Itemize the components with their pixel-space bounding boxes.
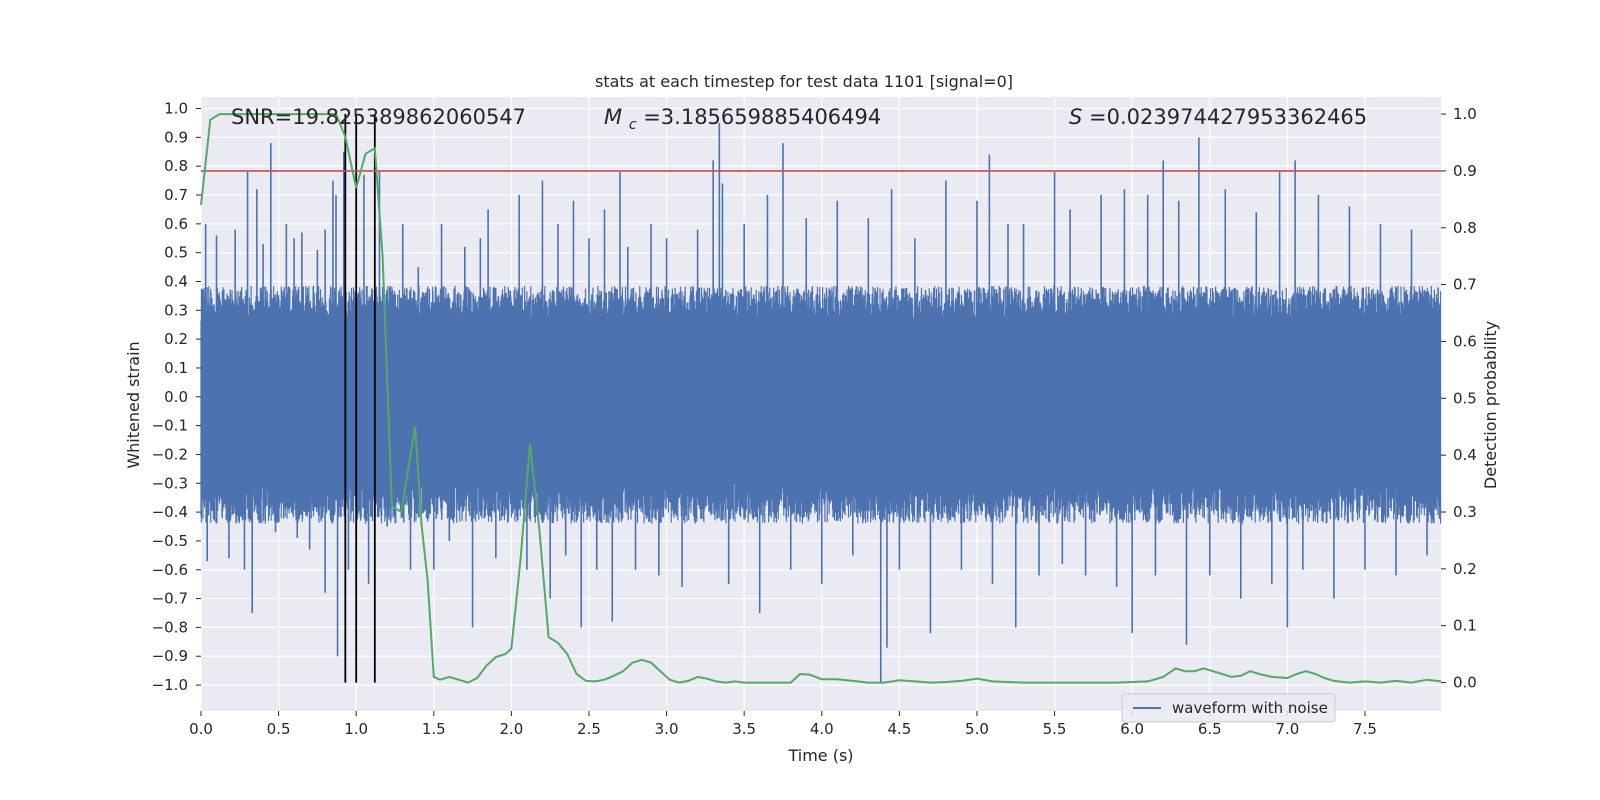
mc-value: =3.185659885406494 <box>643 105 881 129</box>
y-left-tick-label: 0.2 <box>164 330 188 348</box>
y-left-tick-label: −0.8 <box>152 618 188 636</box>
y-right-tick-label: 0.6 <box>1453 332 1477 350</box>
x-tick-label: 7.5 <box>1353 720 1377 738</box>
y-left-tick-label: 0.9 <box>164 128 188 146</box>
y-left-tick-label: 0.3 <box>164 301 188 319</box>
y-left-tick-label: −0.1 <box>152 417 188 435</box>
x-tick-label: 6.0 <box>1120 720 1144 738</box>
y-left-tick-label: 0.8 <box>164 157 188 175</box>
x-tick-label: 5.5 <box>1043 720 1067 738</box>
y-right-tick-label: 0.0 <box>1453 674 1477 692</box>
x-tick-label: 3.5 <box>732 720 756 738</box>
y-right-axis-ticks: 1.0 0.9 0.8 0.7 0.6 0.5 0.4 0.3 0.2 0.1 0.0 <box>1441 105 1477 692</box>
x-tick-label: 0.5 <box>267 720 291 738</box>
y-left-tick-label: 0.0 <box>164 388 188 406</box>
x-tick-label: 2.5 <box>577 720 601 738</box>
y-left-tick-label: 0.5 <box>164 244 188 262</box>
y-right-tick-label: 0.5 <box>1453 389 1477 407</box>
waveform-series <box>200 122 1442 683</box>
y-right-tick-label: 0.8 <box>1453 219 1477 237</box>
x-tick-label: 3.0 <box>655 720 679 738</box>
y-left-tick-label: 0.7 <box>164 186 188 204</box>
probability-series <box>200 113 1442 684</box>
mc-symbol: M <box>604 105 622 129</box>
mc-annotation: M c =3.185659885406494 <box>604 105 881 134</box>
x-tick-label: 5.0 <box>965 720 989 738</box>
x-tick-label: 1.5 <box>422 720 446 738</box>
y-right-tick-label: 0.9 <box>1453 162 1477 180</box>
y-right-tick-label: 0.1 <box>1453 617 1477 635</box>
x-tick-label: 6.5 <box>1198 720 1222 738</box>
x-tick-label: 0.0 <box>189 720 213 738</box>
y-left-axis-ticks: 1.0 0.9 0.8 0.7 0.6 0.5 0.4 0.3 0.2 0.1 0.0 −0.1 −0.… <box>152 100 201 694</box>
s-annotation: S =0.023974427953362465 <box>1069 105 1367 129</box>
y-left-tick-label: 0.1 <box>164 359 188 377</box>
legend: waveform with noise <box>1121 693 1336 723</box>
y-left-tick-label: −0.7 <box>152 590 188 608</box>
y-left-tick-label: 0.6 <box>164 215 188 233</box>
x-tick-label: 4.0 <box>810 720 834 738</box>
y-right-axis-label: Detection probability <box>1481 321 1500 489</box>
y-right-tick-label: 1.0 <box>1453 105 1477 123</box>
y-left-tick-label: −0.9 <box>152 647 188 665</box>
legend-entry: waveform with noise <box>1172 699 1328 717</box>
y-left-tick-label: 0.4 <box>164 272 188 290</box>
vertical-markers <box>344 114 376 683</box>
s-value: =0.023974427953362465 <box>1089 105 1367 129</box>
y-left-tick-label: −0.2 <box>152 445 188 463</box>
legend-box <box>1121 693 1336 723</box>
y-left-tick-label: −0.6 <box>152 561 188 579</box>
snr-annotation: SNR=19.825389862060547 <box>231 105 526 129</box>
x-tick-label: 7.0 <box>1275 720 1299 738</box>
chart-title: stats at each timestep for test data 110… <box>595 72 1013 91</box>
x-tick-label: 1.0 <box>344 720 368 738</box>
y-left-axis-label: Whitened strain <box>124 341 143 468</box>
x-tick-label: 2.0 <box>499 720 523 738</box>
s-symbol: S <box>1069 105 1082 129</box>
y-left-tick-label: −0.5 <box>152 532 188 550</box>
y-left-tick-label: −0.4 <box>152 503 188 521</box>
y-right-tick-label: 0.7 <box>1453 276 1477 294</box>
mc-subscript: c <box>629 117 637 133</box>
y-left-tick-label: −0.3 <box>152 474 188 492</box>
y-left-tick-label: −1.0 <box>152 676 188 694</box>
x-axis-label: Time (s) <box>787 746 853 765</box>
y-right-tick-label: 0.3 <box>1453 503 1477 521</box>
y-left-tick-label: 1.0 <box>164 100 188 118</box>
y-right-tick-label: 0.4 <box>1453 446 1477 464</box>
x-axis-ticks: 0.0 0.5 1.0 1.5 2.0 2.5 3.0 3.5 4.0 4.5 5.0 5.5 6.0 6… <box>189 711 1377 738</box>
x-tick-label: 4.5 <box>887 720 911 738</box>
y-right-tick-label: 0.2 <box>1453 560 1477 578</box>
